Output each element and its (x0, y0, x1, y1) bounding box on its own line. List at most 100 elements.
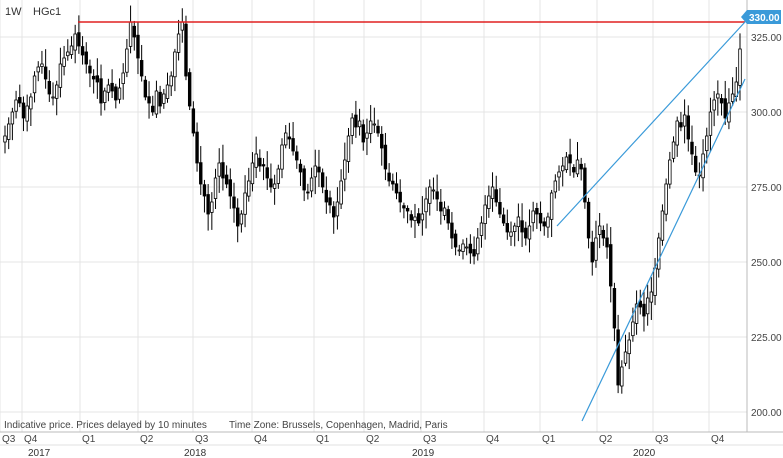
plot-area (0, 0, 747, 432)
candle-body (199, 162, 203, 185)
candle-body (169, 75, 173, 87)
channel-lower-line (581, 78, 746, 422)
candle-body (173, 51, 177, 78)
candle-body (450, 222, 454, 239)
candle-body (21, 102, 26, 119)
candle-body (162, 93, 166, 104)
candle-body (498, 202, 502, 215)
x-quarter-label: Q1 (316, 434, 330, 445)
candle-body (586, 201, 591, 239)
candle-body (398, 191, 402, 203)
candle-body (424, 198, 428, 213)
candle-body (180, 21, 184, 31)
candle-body (117, 87, 122, 100)
candle-body (254, 153, 258, 168)
x-quarter-label: Q3 (2, 434, 16, 445)
candle-body (483, 204, 487, 225)
candle-body (136, 34, 140, 59)
candle-body (354, 114, 358, 128)
candle-body (176, 33, 181, 53)
candle-body (320, 172, 325, 188)
candle-body (612, 288, 617, 329)
candle-body (243, 192, 247, 215)
candle-body (128, 21, 133, 47)
candle-body (594, 237, 598, 261)
x-quarter-label: Q4 (711, 434, 725, 445)
candle-body (372, 123, 377, 126)
candle-body (538, 212, 543, 224)
candle-body (106, 84, 111, 93)
candle-body (357, 120, 362, 128)
candle-body (217, 162, 221, 177)
candle-body (645, 297, 650, 315)
candle-body (221, 162, 225, 179)
candle-body (549, 192, 554, 220)
candle-body (69, 45, 74, 55)
candle-body (110, 82, 114, 92)
candle-body (738, 48, 742, 86)
candle-body (284, 132, 288, 146)
candle-body (512, 225, 517, 232)
candle-body (147, 96, 151, 104)
candle-body (472, 249, 476, 257)
candle-body (14, 99, 18, 112)
candle-body (36, 66, 40, 73)
candle-body (668, 159, 672, 185)
candle-body (623, 351, 628, 364)
candle-body (494, 189, 498, 203)
candle-body (660, 210, 665, 241)
x-quarter-label: Q3 (655, 434, 669, 445)
candle-body (671, 141, 676, 159)
symbol-label[interactable]: HGc1 (33, 6, 61, 18)
candle-series (3, 5, 742, 394)
price-tag: 330.00 (741, 10, 781, 24)
candle-body (446, 209, 450, 224)
candle-body (675, 120, 679, 146)
x-quarter-label: Q4 (24, 434, 38, 445)
candle-body (509, 231, 513, 237)
candle-body (195, 131, 199, 164)
candle-body (686, 115, 690, 140)
candle-body (657, 237, 661, 270)
disclaimer-text: Indicative price. Prices delayed by 10 m… (4, 420, 207, 431)
candle-body (716, 93, 720, 99)
candle-body (99, 78, 103, 104)
candle-body (535, 207, 539, 215)
candle-body (461, 243, 465, 252)
candle-body (490, 186, 495, 199)
channel-upper-line (556, 21, 746, 227)
candle-body (405, 207, 410, 212)
candle-body (413, 216, 417, 222)
candle-body (583, 167, 587, 203)
candle-body (287, 136, 292, 140)
candle-body (206, 194, 210, 215)
candle-body (501, 214, 506, 224)
candle-body (605, 237, 609, 248)
candle-body (453, 233, 458, 248)
candle-body (524, 227, 528, 239)
candle-body (368, 120, 373, 134)
candle-body (531, 210, 535, 224)
candle-body (664, 183, 668, 215)
candle-body (553, 180, 558, 193)
interval-label[interactable]: 1W (5, 6, 22, 18)
candle-body (597, 225, 602, 235)
candle-body (428, 186, 432, 204)
x-quarter-label: Q4 (254, 434, 268, 445)
x-year-label: 2018 (184, 448, 207, 458)
candle-body (505, 223, 510, 233)
candle-body (575, 159, 580, 175)
candle-body (228, 179, 233, 197)
candle-body (557, 171, 561, 178)
candle-body (250, 162, 255, 185)
candle-body (324, 189, 329, 203)
candle-body (679, 122, 683, 128)
candle-body (561, 165, 565, 172)
candle-body (187, 72, 192, 107)
candle-body (184, 23, 188, 77)
candle-body (653, 267, 657, 296)
candle-body (487, 195, 491, 209)
candle-body (416, 213, 421, 224)
candle-body (402, 205, 406, 209)
candle-body (616, 329, 620, 386)
